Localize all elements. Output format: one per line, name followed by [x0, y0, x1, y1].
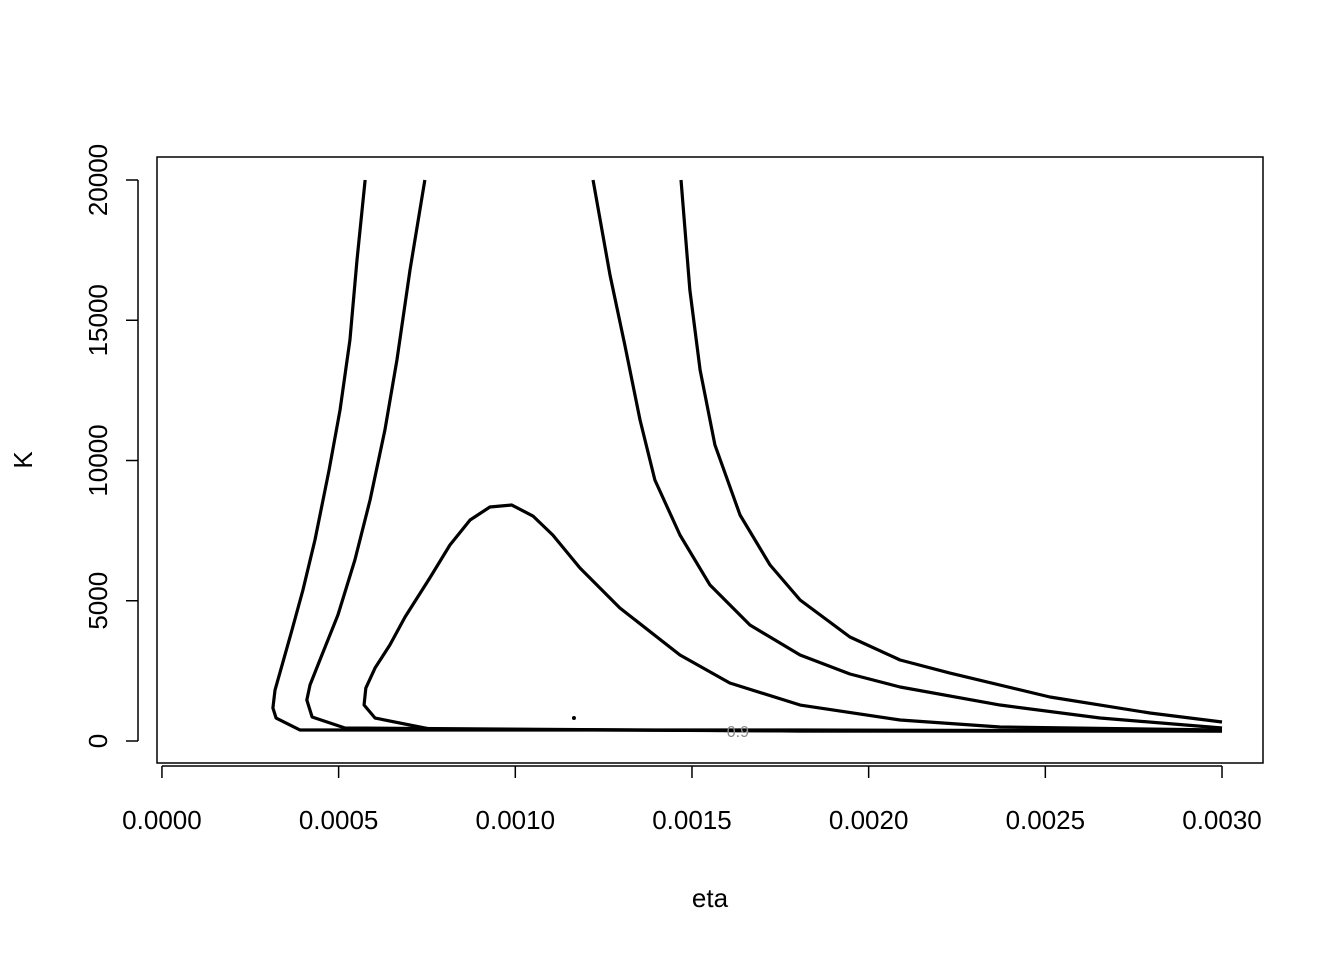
- y-tick-label: 15000: [83, 284, 113, 356]
- y-tick-label: 0: [83, 734, 113, 748]
- x-tick-label: 0.0020: [829, 805, 909, 835]
- x-tick-label: 0.0000: [122, 805, 202, 835]
- contour-label: 0.9: [727, 724, 749, 741]
- contour-line: [362, 503, 1223, 733]
- plot-box: [156, 156, 1264, 764]
- x-axis-title: eta: [692, 883, 729, 913]
- y-tick-label: 10000: [83, 424, 113, 496]
- y-axis-title: K: [8, 451, 38, 469]
- x-tick-label: 0.0025: [1006, 805, 1086, 835]
- x-tick-label: 0.0005: [299, 805, 379, 835]
- y-tick-label: 20000: [83, 144, 113, 216]
- point: [571, 716, 576, 721]
- contour-line: [271, 179, 1223, 733]
- contour-line: [305, 179, 1223, 733]
- x-tick-label: 0.0030: [1182, 805, 1262, 835]
- x-tick-label: 0.0015: [652, 805, 732, 835]
- y-tick-label: 5000: [83, 572, 113, 630]
- x-tick-label: 0.0010: [476, 805, 556, 835]
